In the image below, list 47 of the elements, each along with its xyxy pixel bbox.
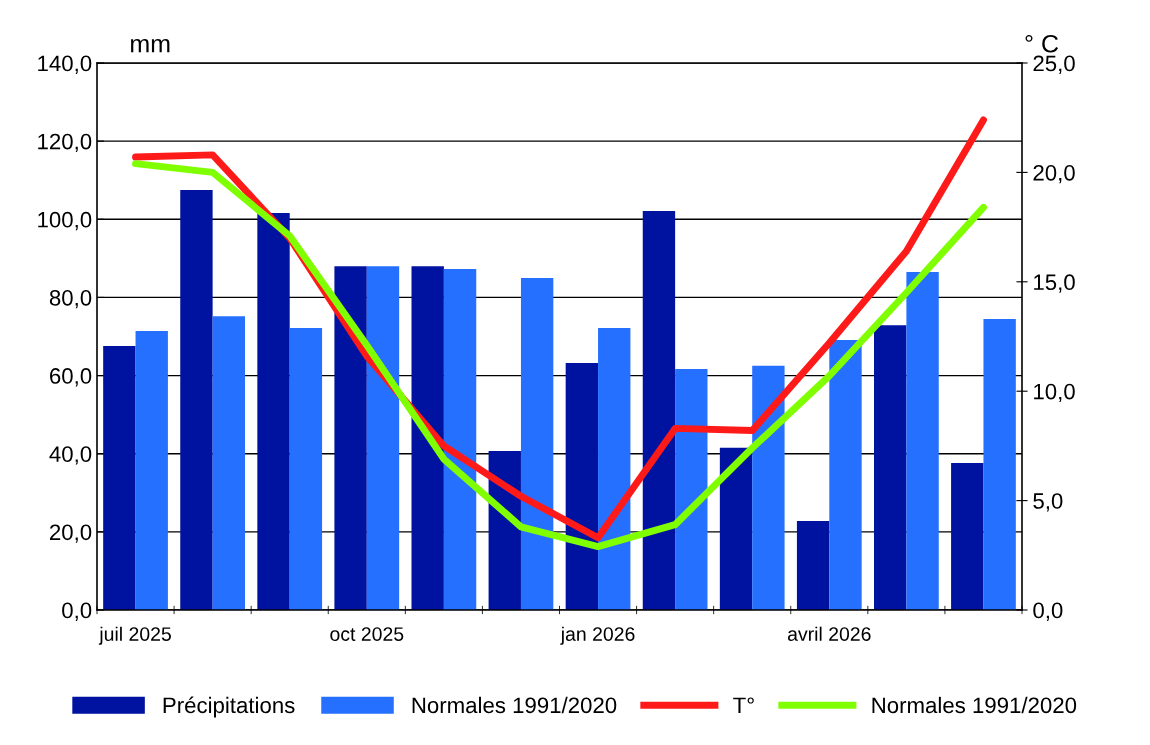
legend-label: Précipitations: [163, 696, 295, 718]
bar: [334, 266, 367, 610]
y2-tick-label: 5,0: [1033, 493, 1063, 512]
bar: [796, 520, 830, 610]
bar: [212, 316, 245, 610]
y2-tick-label: 15,0: [1034, 274, 1075, 293]
bar: [829, 340, 862, 610]
bar: [719, 447, 753, 610]
y-tick-label: 80,0: [49, 289, 92, 309]
bar: [411, 266, 444, 610]
y-tick-label: 40,0: [49, 446, 92, 465]
y-axis-title: mm: [131, 38, 170, 53]
y2-tick-label: 10,0: [1034, 383, 1075, 403]
bar: [906, 272, 939, 610]
bar: [642, 211, 676, 610]
y-tick-label: 20,0: [50, 524, 92, 543]
legend-label: T°: [733, 697, 754, 713]
x-tick-label: juil 2025: [98, 626, 171, 645]
bar: [752, 365, 785, 610]
bar: [180, 189, 213, 610]
bar: [443, 268, 477, 610]
bar: [951, 463, 984, 610]
bar: [675, 368, 708, 610]
legend-label: Normales 1991/2020: [872, 696, 1077, 714]
bar: [103, 345, 136, 610]
bar: [598, 327, 631, 610]
bar: [983, 318, 1016, 610]
x-tick-label: jan 2026: [560, 626, 635, 645]
legend-label: Normales 1991/2020: [412, 696, 617, 714]
bar: [289, 327, 323, 610]
y-tick-label: 100,0: [38, 211, 92, 231]
y-tick-label: 140,0: [38, 55, 92, 74]
bar: [366, 266, 400, 610]
bar: [257, 213, 290, 610]
bar: [520, 277, 554, 610]
x-tick-label: avril 2026: [787, 626, 871, 641]
y-tick-label: 0,0: [62, 602, 92, 621]
y2-tick-label: 20,0: [1033, 164, 1075, 184]
y-tick-label: 120,0: [38, 133, 92, 153]
y-tick-label: 60,0: [50, 368, 92, 387]
bar: [565, 363, 599, 610]
y2-axis-title: ° C: [1025, 34, 1059, 53]
bar: [135, 331, 168, 610]
bar: [874, 325, 907, 610]
x-tick-label: oct 2025: [330, 627, 404, 641]
y2-tick-label: 25,0: [1033, 55, 1075, 74]
y2-tick-label: 0,0: [1033, 602, 1063, 621]
